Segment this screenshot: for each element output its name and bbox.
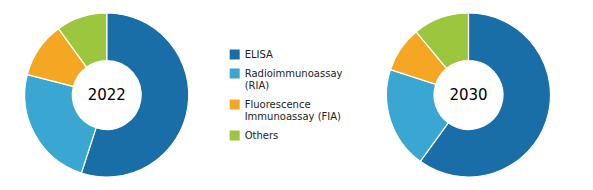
legend-swatch xyxy=(230,131,240,141)
legend-swatch xyxy=(230,50,240,60)
legend-label: ELISA xyxy=(245,49,273,60)
donut-1 xyxy=(386,13,550,177)
donut-0 xyxy=(25,13,189,177)
donut-slice xyxy=(386,70,448,162)
legend-label: Radioimmunoassay(RIA) xyxy=(245,68,343,91)
center-label: 2022 xyxy=(88,86,126,104)
legend: ELISA Radioimmunoassay(RIA) FluorescenceIm… xyxy=(230,49,343,141)
legend-swatch xyxy=(230,69,240,79)
donut-slice xyxy=(25,75,96,173)
chart-root: 2022 2030 ELISA Radioimmunoassay(RIA) Fluore… xyxy=(0,0,593,190)
donut-slice xyxy=(416,13,468,68)
legend-swatch xyxy=(230,100,240,110)
legend-label: Others xyxy=(245,130,279,141)
center-label: 2030 xyxy=(449,86,487,104)
donut-slice xyxy=(59,13,107,67)
legend-label: FluorescenceImmunoassay (FIA) xyxy=(245,99,341,122)
chart-svg: 2022 2030 ELISA Radioimmunoassay(RIA) Fluore… xyxy=(0,0,593,190)
